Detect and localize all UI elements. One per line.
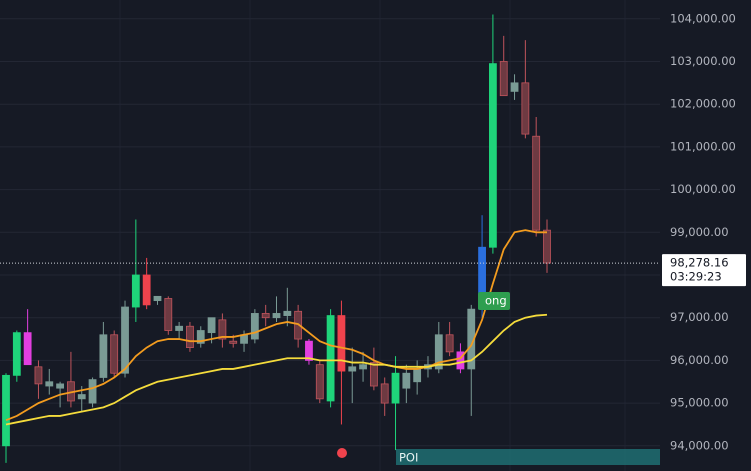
candle-body	[369, 362, 378, 387]
candle-body	[131, 274, 140, 308]
vertical-grid	[119, 0, 626, 471]
y-tick-label: 94,000.00	[670, 438, 729, 452]
candle-body	[121, 306, 129, 374]
poi-label: POI	[399, 451, 418, 465]
candle-body	[272, 313, 281, 319]
candle-body	[218, 319, 227, 340]
candle-body	[380, 383, 389, 404]
candle-body	[391, 372, 400, 404]
candle-body	[326, 315, 335, 402]
candle-body	[521, 82, 530, 135]
candle-body	[12, 332, 21, 376]
y-tick-label: 100,000.00	[670, 182, 736, 196]
y-tick-label: 103,000.00	[670, 54, 736, 68]
candle-body	[348, 366, 357, 372]
candle-body	[207, 317, 216, 334]
candle-body	[164, 298, 173, 331]
candle-body	[434, 334, 443, 370]
candle-body	[34, 366, 43, 385]
last-price-label: 98,278.16	[670, 256, 729, 270]
candle-body	[359, 364, 367, 370]
candle-body	[488, 63, 497, 248]
y-tick-label: 96,000.00	[670, 353, 729, 367]
candle-body	[77, 394, 86, 400]
countdown: 03:29:23	[670, 270, 722, 284]
candle-body	[315, 364, 324, 400]
y-tick-label: 104,000.00	[670, 11, 736, 25]
y-tick-label: 95,000.00	[670, 396, 729, 410]
y-tick-label: 97,000.00	[670, 310, 729, 324]
poi-zone	[396, 449, 660, 465]
y-tick-label: 101,000.00	[670, 139, 736, 153]
candle-body	[142, 274, 151, 306]
signal-label: ong	[485, 294, 507, 308]
candle-body	[23, 332, 32, 366]
candle-body	[305, 340, 313, 361]
candle-body	[456, 351, 465, 370]
candle-body	[99, 334, 108, 378]
y-tick-label: 99,000.00	[670, 225, 729, 239]
candle-body	[532, 135, 541, 231]
candle-body	[56, 383, 64, 389]
candle-body	[45, 381, 54, 387]
candle-body	[445, 334, 454, 353]
candle-body	[283, 310, 292, 316]
candle-body	[186, 325, 194, 348]
candle-body	[499, 61, 508, 97]
candle-body	[261, 313, 270, 319]
candle-body	[543, 229, 551, 264]
candle-body	[2, 374, 10, 447]
candle-body	[250, 313, 259, 340]
candle-body	[413, 368, 422, 383]
candle-body	[229, 340, 238, 344]
candle-body	[337, 315, 346, 372]
moving-average	[5, 313, 548, 426]
candle-body	[196, 330, 205, 344]
last-price-box	[662, 254, 746, 287]
signal-dot	[337, 448, 347, 458]
candle-body	[175, 325, 184, 331]
candle-body	[510, 82, 519, 92]
candle-body	[402, 372, 411, 389]
y-tick-label: 102,000.00	[670, 97, 736, 111]
candle-body	[153, 295, 162, 302]
candle-body	[88, 379, 97, 404]
signal-box	[478, 292, 510, 310]
candle-body	[110, 334, 119, 374]
moving-average	[5, 229, 547, 422]
